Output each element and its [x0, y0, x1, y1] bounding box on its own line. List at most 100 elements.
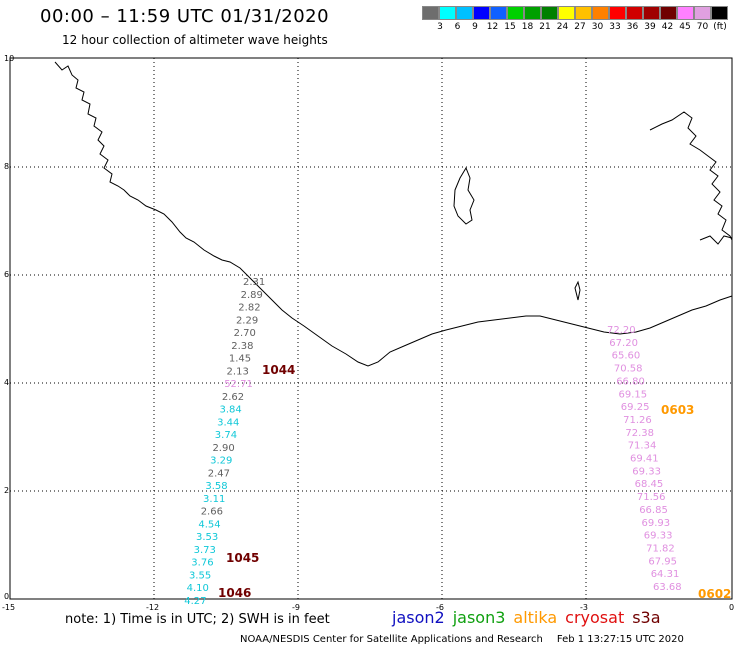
colorbar-swatch [575, 6, 592, 20]
satellite-legend-item: cryosat [565, 608, 625, 627]
pass-time-labels: 1044 1045 1046 0603 0602 [218, 363, 731, 601]
colorbar-label: 9 [472, 22, 478, 32]
colorbar-label: (ft) [713, 22, 727, 32]
credit-line: NOAA/NESDIS Center for Satellite Applica… [240, 634, 684, 645]
swh-value: 68.45 [635, 479, 664, 490]
credit-text: NOAA/NESDIS Center for Satellite Applica… [240, 634, 543, 645]
swh-value: 4.10 [187, 583, 209, 594]
map-title: 00:00 – 11:59 UTC 01/31/2020 [40, 6, 330, 27]
colorbar-label: 33 [609, 22, 621, 32]
y-tick: 0 [4, 592, 9, 601]
colorbar-label: 30 [591, 22, 604, 32]
colorbar-swatch [592, 6, 609, 20]
colorbar-swatch [677, 6, 694, 20]
colorbar-label: 18 [521, 22, 534, 32]
colorbar-swatch [643, 6, 660, 20]
colorbar-swatch [524, 6, 541, 20]
satellite-legend: jason2 jason3 altika cryosat s3a [392, 608, 669, 627]
satellite-legend-item: altika [513, 608, 558, 627]
swh-value: 71.26 [623, 415, 652, 426]
x-axis-ticks: -15 -12 -9 -6 -3 0 [2, 603, 734, 612]
x-tick: -9 [292, 603, 300, 612]
colorbar-swatch [660, 6, 677, 20]
swh-value: 2.89 [241, 290, 263, 301]
colorbar-swatch [541, 6, 558, 20]
swh-value: 66.80 [616, 376, 645, 387]
pass-time-label: 1046 [218, 586, 251, 600]
colorbar-label: 27 [574, 22, 586, 32]
x-tick: 0 [729, 603, 734, 612]
satellite-legend-item: s3a [632, 608, 661, 627]
swh-value: 3.73 [194, 545, 216, 556]
swh-value: 69.15 [619, 389, 648, 400]
swh-value: 2.90 [212, 443, 234, 454]
colorbar-label: 45 [679, 22, 691, 32]
gridlines [10, 58, 732, 599]
swh-value: 3.58 [205, 481, 227, 492]
satellite-legend-item: jason3 [452, 608, 506, 627]
swh-value: 52.71 [224, 379, 253, 390]
pass-time-label: 0603 [661, 403, 694, 417]
colorbar-swatch [694, 6, 711, 20]
swh-value: 2.66 [201, 507, 223, 518]
satellite-legend-item: jason2 [392, 608, 445, 627]
colorbar-label: 70 [696, 22, 709, 32]
colorbar-label: 3 [437, 22, 443, 32]
x-tick: -3 [580, 603, 588, 612]
colorbar-label: 12 [486, 22, 499, 32]
swh-value: 3.44 [217, 417, 239, 428]
swh-value: 3.74 [215, 430, 237, 441]
swh-value: 4.54 [198, 519, 220, 530]
y-tick: 4 [4, 378, 9, 387]
swh-value: 66.85 [639, 505, 668, 516]
x-tick: -6 [436, 603, 444, 612]
colorbar-swatch [490, 6, 507, 20]
colorbar-labels: 3 6 9 12 15 18 21 24 27 30 33 36 39 42 45 70 (ft) [422, 22, 740, 34]
left-altimeter-track: 2.31 2.89 2.822.29 2.70 2.38 1.452.13 52.71 2.6… [184, 277, 265, 607]
colorbar-swatch [558, 6, 575, 20]
swh-value: 71.56 [637, 492, 666, 503]
swh-value: 4.27 [184, 596, 206, 607]
swh-value: 71.34 [628, 441, 657, 452]
colorbar-label: 21 [539, 22, 551, 32]
credit-date: Feb 1 13:27:15 UTC 2020 [556, 634, 684, 645]
map-subtitle: 12 hour collection of altimeter wave hei… [62, 33, 328, 47]
x-tick: -15 [2, 603, 15, 612]
colorbar-swatch [711, 6, 728, 20]
swh-value: 2.82 [238, 303, 260, 314]
colorbar-swatch [626, 6, 643, 20]
colorbar-label: 36 [626, 22, 639, 32]
colorbar-swatch [609, 6, 626, 20]
pass-time-label: 1044 [262, 363, 295, 377]
swh-value: 1.45 [229, 354, 251, 365]
colorbar-label: 15 [504, 22, 516, 32]
x-tick: -12 [146, 603, 159, 612]
colorbar-label: 39 [644, 22, 656, 32]
footer-note: note: 1) Time is in UTC; 2) SWH is in fe… [65, 612, 330, 627]
coastline [54, 61, 733, 367]
swh-value: 64.31 [651, 569, 680, 580]
y-tick: 6 [4, 270, 9, 279]
swh-value: 2.29 [236, 315, 258, 326]
swh-value: 71.82 [646, 543, 675, 554]
map-frame [9, 57, 733, 600]
swh-value: 72.20 [607, 325, 636, 336]
swh-value: 69.93 [642, 518, 671, 529]
colorbar-swatch [422, 6, 439, 20]
y-axis-ticks: 0 2 4 6 8 10 [4, 54, 14, 601]
swh-value: 2.38 [231, 341, 253, 352]
swh-value: 3.55 [189, 570, 211, 581]
colorbar-label: 42 [661, 22, 674, 32]
swh-value: 2.70 [234, 328, 256, 339]
swh-value: 70.58 [614, 364, 643, 375]
swh-value: 72.38 [625, 428, 654, 439]
swh-value: 2.62 [222, 392, 244, 403]
swh-value: 63.68 [653, 582, 682, 593]
colorbar-label: 6 [454, 22, 461, 32]
colorbar-swatch [456, 6, 473, 20]
y-tick: 8 [4, 162, 9, 171]
y-tick: 10 [4, 54, 14, 63]
swh-value: 2.13 [227, 366, 249, 377]
swh-value: 67.20 [609, 338, 638, 349]
